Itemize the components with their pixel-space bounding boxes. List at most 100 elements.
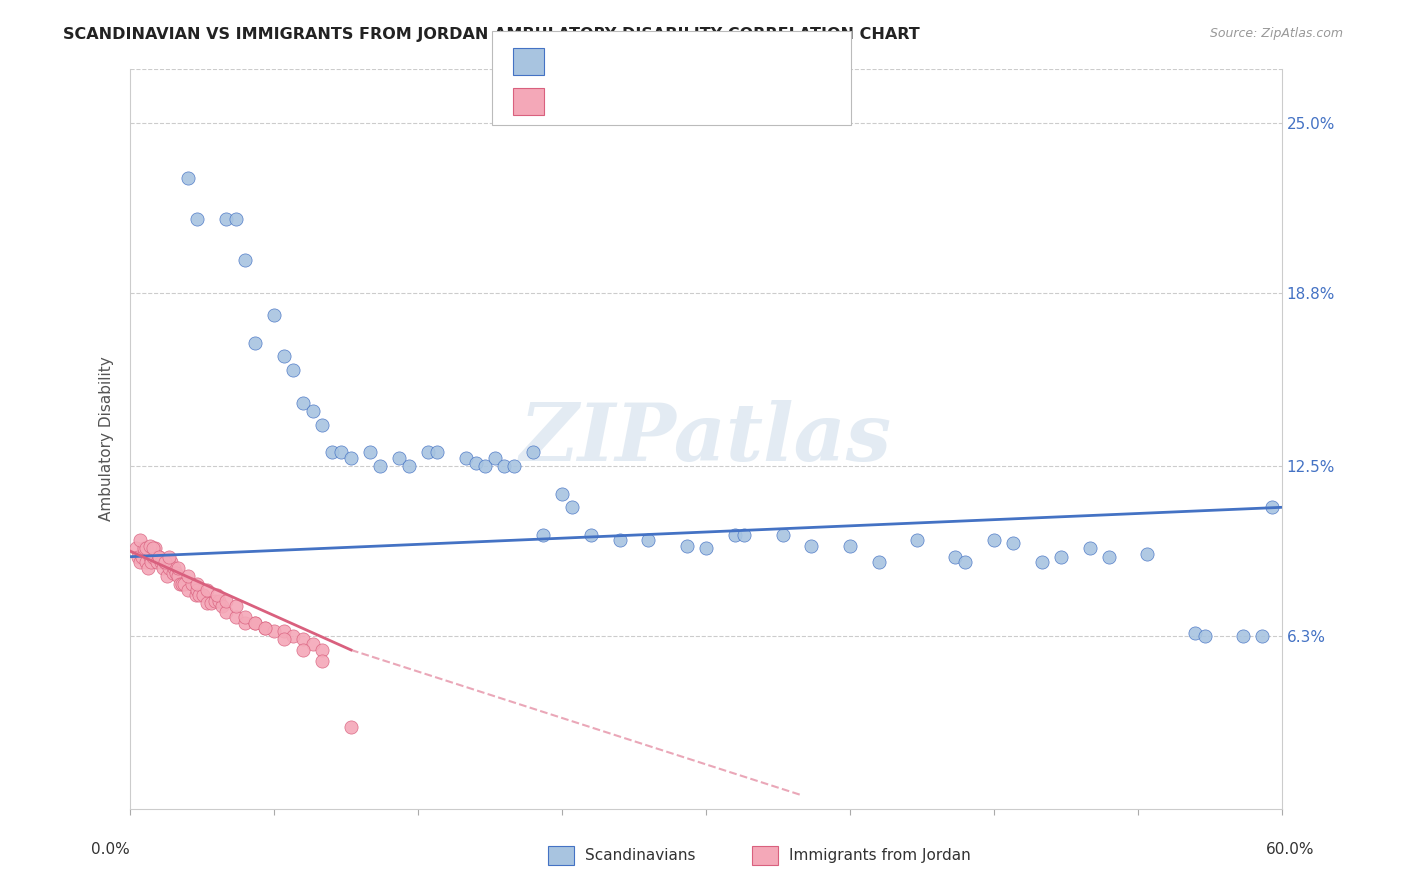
Point bbox=[165, 566, 187, 581]
Point bbox=[838, 539, 860, 553]
Point bbox=[180, 577, 202, 591]
Point bbox=[167, 560, 190, 574]
Text: Scandinavians: Scandinavians bbox=[585, 848, 696, 863]
Point bbox=[132, 541, 155, 556]
Text: 0.0%: 0.0% bbox=[91, 842, 131, 856]
Point bbox=[1194, 629, 1216, 643]
Text: 57: 57 bbox=[710, 54, 730, 69]
Point bbox=[184, 588, 207, 602]
Point bbox=[243, 615, 266, 630]
Point bbox=[148, 549, 170, 564]
Point bbox=[675, 539, 697, 553]
Point bbox=[159, 555, 181, 569]
Text: N =: N = bbox=[662, 95, 706, 110]
Point bbox=[215, 593, 238, 607]
Point bbox=[359, 445, 381, 459]
Text: N =: N = bbox=[651, 54, 695, 69]
Point bbox=[146, 555, 169, 569]
Point bbox=[235, 615, 257, 630]
Point bbox=[215, 212, 238, 227]
Point bbox=[1136, 547, 1159, 561]
Text: ZIPatlas: ZIPatlas bbox=[520, 400, 891, 477]
Point bbox=[169, 577, 191, 591]
Point bbox=[148, 549, 170, 564]
Point bbox=[186, 212, 208, 227]
Point bbox=[1001, 536, 1024, 550]
Text: 0.070: 0.070 bbox=[592, 54, 636, 69]
Point bbox=[207, 593, 229, 607]
Point bbox=[609, 533, 631, 548]
Point bbox=[195, 582, 218, 597]
Point bbox=[135, 541, 157, 556]
Point bbox=[138, 549, 160, 564]
Point bbox=[129, 555, 152, 569]
Point bbox=[177, 569, 200, 583]
Point bbox=[172, 577, 194, 591]
Point bbox=[983, 533, 1005, 548]
Point bbox=[157, 560, 180, 574]
Point bbox=[953, 555, 976, 569]
Point bbox=[211, 599, 233, 613]
Point bbox=[301, 637, 323, 651]
Point bbox=[205, 588, 228, 602]
Point bbox=[142, 549, 165, 564]
Point bbox=[138, 539, 160, 553]
Point bbox=[494, 459, 516, 474]
Point bbox=[253, 621, 276, 635]
Point bbox=[243, 615, 266, 630]
Point bbox=[153, 555, 176, 569]
Point bbox=[273, 632, 295, 646]
Text: SCANDINAVIAN VS IMMIGRANTS FROM JORDAN AMBULATORY DISABILITY CORRELATION CHART: SCANDINAVIAN VS IMMIGRANTS FROM JORDAN A… bbox=[63, 27, 920, 42]
Point bbox=[1251, 629, 1274, 643]
Y-axis label: Ambulatory Disability: Ambulatory Disability bbox=[100, 357, 114, 521]
Point bbox=[135, 555, 157, 569]
Point bbox=[157, 549, 180, 564]
Text: 69: 69 bbox=[721, 95, 741, 110]
Point bbox=[1050, 549, 1073, 564]
Point bbox=[167, 569, 190, 583]
Point bbox=[215, 605, 238, 619]
Point bbox=[225, 599, 247, 613]
Point bbox=[456, 450, 478, 465]
Point bbox=[311, 643, 333, 657]
Point bbox=[321, 445, 343, 459]
Point bbox=[1031, 555, 1053, 569]
Text: R =: R = bbox=[553, 95, 586, 110]
Point bbox=[1098, 549, 1121, 564]
Point bbox=[772, 527, 794, 541]
Point bbox=[695, 541, 717, 556]
Point bbox=[522, 445, 544, 459]
Point bbox=[141, 555, 163, 569]
Point bbox=[143, 541, 166, 556]
Text: R =: R = bbox=[553, 54, 586, 69]
Point bbox=[311, 418, 333, 433]
Point bbox=[531, 527, 554, 541]
Point bbox=[1232, 629, 1254, 643]
Point bbox=[273, 350, 295, 364]
Point bbox=[195, 596, 218, 610]
Point bbox=[1078, 541, 1101, 556]
Point bbox=[426, 445, 449, 459]
Point bbox=[416, 445, 439, 459]
Point bbox=[292, 643, 315, 657]
Point bbox=[943, 549, 966, 564]
Point bbox=[177, 171, 200, 186]
Point bbox=[186, 582, 208, 597]
Point bbox=[800, 539, 823, 553]
Point bbox=[561, 500, 583, 515]
Point bbox=[263, 309, 285, 323]
Point bbox=[253, 621, 276, 635]
Point bbox=[193, 588, 215, 602]
Text: Source: ZipAtlas.com: Source: ZipAtlas.com bbox=[1209, 27, 1343, 40]
Point bbox=[551, 486, 574, 500]
Point bbox=[724, 527, 747, 541]
Point bbox=[340, 720, 363, 734]
Point bbox=[292, 396, 315, 410]
Point bbox=[368, 459, 391, 474]
Point bbox=[503, 459, 526, 474]
Point bbox=[142, 541, 165, 556]
Point bbox=[235, 253, 257, 268]
Point bbox=[484, 450, 506, 465]
Point bbox=[131, 549, 153, 564]
Point bbox=[235, 610, 257, 624]
